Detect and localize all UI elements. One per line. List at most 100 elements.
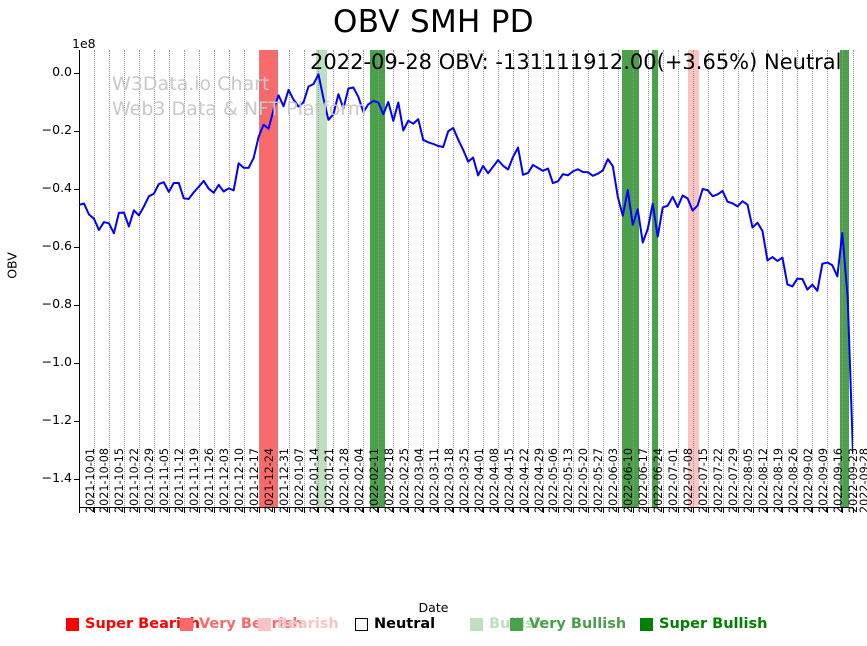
x-tick-label: 2021-10-29 (143, 447, 157, 513)
x-tick-mark (79, 508, 80, 513)
x-tick-mark (662, 508, 664, 513)
gridline (767, 50, 769, 508)
x-tick-label: 2021-10-01 (83, 447, 97, 513)
gridline (737, 50, 739, 508)
x-tick-mark (812, 508, 814, 513)
gridline (853, 50, 854, 508)
legend-item[interactable]: Very Bearish (180, 616, 303, 632)
gridline (123, 50, 125, 508)
x-tick-label: 2022-01-21 (322, 447, 336, 513)
x-tick-label: 2022-04-22 (517, 447, 531, 513)
x-tick-mark (782, 508, 784, 513)
x-tick-label: 2022-06-24 (652, 447, 666, 513)
legend-swatch-icon (470, 617, 483, 631)
signal-band (622, 50, 640, 508)
gridline (258, 50, 260, 508)
x-tick-label: 2022-06-03 (607, 447, 621, 513)
x-tick-mark (677, 508, 679, 513)
y-tick-mark (74, 189, 79, 191)
gridline (393, 50, 395, 508)
legend-item[interactable]: Bearish (258, 616, 339, 632)
x-tick-mark (408, 508, 410, 513)
x-tick-mark (303, 508, 305, 513)
y-tick-mark (74, 421, 79, 423)
gridline (513, 50, 515, 508)
x-tick-mark (587, 508, 589, 513)
legend-item[interactable]: Super Bullish (640, 616, 767, 632)
gridline (273, 50, 275, 508)
x-tick-mark (853, 508, 854, 513)
gridline (288, 50, 290, 508)
gridline (468, 50, 470, 508)
x-tick-label: 2022-02-25 (397, 447, 411, 513)
x-tick-mark (468, 508, 470, 513)
x-tick-mark (168, 508, 170, 513)
x-tick-label: 2022-04-01 (472, 447, 486, 513)
gridline (842, 50, 844, 508)
legend-label: Super Bearish (85, 616, 200, 632)
y-tick-mark (74, 305, 79, 307)
gridline (423, 50, 425, 508)
y-tick-mark (74, 363, 79, 365)
x-tick-label: 2022-03-11 (427, 447, 441, 513)
x-tick-mark (333, 508, 335, 513)
y-tick-label: −1.4 (0, 470, 79, 485)
legend-item[interactable]: Neutral (355, 616, 435, 632)
legend-label: Neutral (374, 616, 436, 632)
chart-title: OBV SMH PD (333, 4, 534, 40)
gridline (138, 50, 140, 508)
x-tick-mark (842, 508, 844, 513)
x-tick-label: 2022-09-02 (801, 447, 815, 513)
x-tick-label: 2022-08-26 (786, 447, 800, 513)
x-tick-label: 2022-01-14 (308, 447, 321, 513)
x-tick-mark (258, 508, 260, 513)
x-tick-label: 2021-10-08 (98, 447, 112, 513)
x-tick-mark (707, 508, 709, 513)
y-tick-label: −0.6 (0, 238, 79, 253)
gridline (722, 50, 724, 508)
gridline (528, 50, 529, 508)
gridline (557, 50, 559, 508)
gridline (378, 50, 380, 508)
x-tick-mark (108, 508, 110, 513)
legend-item[interactable]: Very Bullish (510, 616, 626, 632)
latest-value-annotation: 2022-09-28 OBV: -131111912.00(+3.65%) Ne… (310, 50, 842, 74)
gridline (692, 50, 694, 508)
gridline (542, 50, 544, 508)
x-tick-label: 2022-04-15 (502, 447, 516, 513)
gridline (647, 50, 649, 508)
gridline (752, 50, 754, 508)
y-tick-text: −0.8 (41, 296, 72, 312)
legend-item[interactable]: Super Bearish (66, 616, 200, 632)
legend-label: Bearish (277, 616, 339, 632)
y-tick-mark (74, 73, 79, 75)
x-tick-mark (288, 508, 290, 513)
gridline (662, 50, 664, 508)
x-tick-label: 2021-10-15 (113, 447, 127, 513)
x-tick-label: 2021-11-19 (188, 447, 202, 513)
gridline (602, 50, 604, 508)
gridline (318, 50, 320, 508)
gridline (93, 50, 95, 508)
x-tick-label: 2021-11-12 (173, 447, 187, 513)
x-tick-mark (513, 508, 515, 513)
gridline (228, 50, 230, 508)
legend-swatch-icon (180, 617, 193, 631)
gridline (782, 50, 784, 508)
x-tick-label: 2022-05-13 (562, 447, 576, 513)
x-tick-label: 2022-09-09 (816, 447, 830, 513)
legend-label: Very Bearish (199, 616, 303, 632)
gridline (707, 50, 709, 508)
x-tick-mark (827, 508, 829, 513)
x-tick-label: 2022-03-18 (442, 447, 456, 513)
x-tick-label: 2021-12-03 (218, 447, 232, 513)
x-tick-label: 2022-01-07 (293, 447, 307, 513)
y-tick-text: −1.0 (41, 354, 72, 370)
gridline (183, 50, 185, 508)
x-tick-label: 2022-01-28 (337, 447, 351, 513)
gridline (213, 50, 215, 508)
x-tick-mark (797, 508, 799, 513)
x-tick-mark (153, 508, 155, 513)
